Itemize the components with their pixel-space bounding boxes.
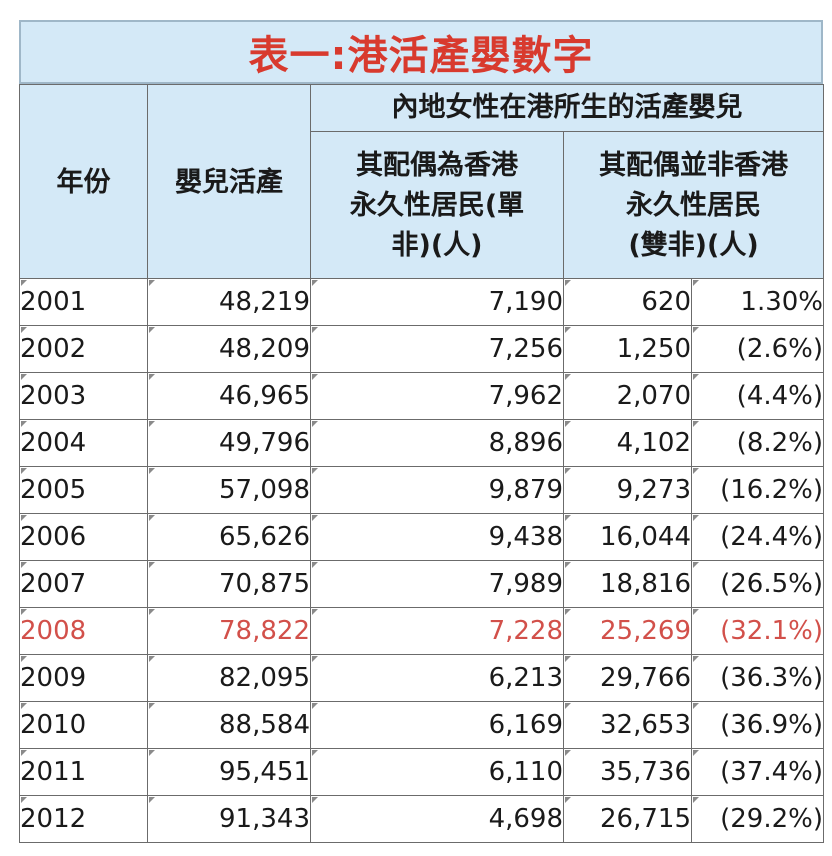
cell-spouse-pr-count: 6,169 (310, 701, 564, 749)
cell-spouse-non-pr-count: 4,102 (563, 419, 692, 467)
cell-percentage: (24.4%) (690, 513, 825, 561)
cell-spouse-non-pr-count: 32,653 (563, 701, 692, 749)
cell-percentage: (37.4%) (690, 748, 825, 796)
cell-spouse-non-pr-count: 2,070 (563, 372, 692, 420)
table-container: 表一:港活產嬰數字 年份 嬰兒活產 內地女性在港所生的活產嬰兒 其配偶為香港 永… (19, 20, 825, 852)
cell-percentage: (36.9%) (690, 701, 825, 749)
birth-statistics-table: 年份 嬰兒活產 內地女性在港所生的活產嬰兒 其配偶為香港 永久性居民(單 非)(… (19, 84, 825, 843)
cell-live-births: 91,343 (147, 795, 311, 843)
cell-spouse-non-pr-count: 620 (563, 278, 692, 326)
table-row: 2011 95,451 6,110 35,736 (37.4%) (19, 748, 825, 796)
table-row: 2007 70,875 7,989 18,816 (26.5%) (19, 560, 825, 608)
cell-year: 2004 (19, 419, 148, 467)
cell-percentage: (32.1%) (690, 607, 825, 655)
header-line: 永久性居民(單 (349, 190, 525, 221)
table-row: 2006 65,626 9,438 16,044 (24.4%) (19, 513, 825, 561)
table-body: 2001 48,219 7,190 620 1.30% 2002 48,209 7,256 1,… (19, 278, 825, 843)
cell-live-births: 46,965 (147, 372, 311, 420)
cell-spouse-pr-count: 6,213 (310, 654, 564, 702)
header-year: 年份 (19, 84, 148, 279)
table-row: 2003 46,965 7,962 2,070 (4.4%) (19, 372, 825, 420)
cell-year: 2007 (19, 560, 148, 608)
cell-year: 2009 (19, 654, 148, 702)
header-mainland-group: 內地女性在港所生的活產嬰兒 (309, 84, 825, 132)
table-row: 2005 57,098 9,879 9,273 (16.2%) (19, 466, 825, 514)
cell-percentage: (2.6%) (690, 325, 825, 373)
cell-percentage: (8.2%) (690, 419, 825, 467)
header-line: 其配偶為香港 (356, 150, 518, 181)
table-row: 2008 78,822 7,228 25,269 (32.1%) (19, 607, 825, 655)
table-row: 2002 48,209 7,256 1,250 (2.6%) (19, 325, 825, 373)
cell-live-births: 65,626 (147, 513, 311, 561)
table-row: 2009 82,095 6,213 29,766 (36.3%) (19, 654, 825, 702)
cell-live-births: 88,584 (147, 701, 311, 749)
cell-live-births: 48,219 (147, 278, 311, 326)
cell-live-births: 57,098 (147, 466, 311, 514)
cell-live-births: 95,451 (147, 748, 311, 796)
cell-live-births: 48,209 (147, 325, 311, 373)
table-row: 2010 88,584 6,169 32,653 (36.9%) (19, 701, 825, 749)
cell-percentage: (36.3%) (690, 654, 825, 702)
cell-year: 2002 (19, 325, 148, 373)
cell-spouse-non-pr-count: 1,250 (563, 325, 692, 373)
header-line: 其配偶並非香港 (599, 150, 788, 181)
cell-spouse-non-pr-count: 29,766 (563, 654, 692, 702)
cell-spouse-non-pr-count: 16,044 (563, 513, 692, 561)
cell-year: 2008 (19, 607, 148, 655)
cell-percentage: 1.30% (690, 278, 825, 326)
cell-year: 2010 (19, 701, 148, 749)
cell-year: 2001 (19, 278, 148, 326)
cell-spouse-pr-count: 9,438 (310, 513, 564, 561)
header-spouse-permanent-resident: 其配偶為香港 永久性居民(單 非)(人) (310, 131, 564, 279)
header-line: 永久性居民 (626, 190, 761, 221)
cell-live-births: 70,875 (147, 560, 311, 608)
table-row: 2001 48,219 7,190 620 1.30% (19, 278, 825, 326)
table-row: 2004 49,796 8,896 4,102 (8.2%) (19, 419, 825, 467)
cell-live-births: 82,095 (147, 654, 311, 702)
header-line: 非)(人) (391, 230, 483, 261)
cell-spouse-pr-count: 4,698 (310, 795, 564, 843)
cell-spouse-pr-count: 7,256 (310, 325, 564, 373)
cell-spouse-non-pr-count: 26,715 (563, 795, 692, 843)
cell-spouse-pr-count: 7,228 (310, 607, 564, 655)
header-spouse-non-permanent-resident: 其配偶並非香港 永久性居民 (雙非)(人) (562, 131, 825, 279)
cell-spouse-non-pr-count: 18,816 (563, 560, 692, 608)
cell-spouse-pr-count: 7,190 (310, 278, 564, 326)
cell-spouse-pr-count: 7,962 (310, 372, 564, 420)
cell-percentage: (4.4%) (690, 372, 825, 420)
cell-live-births: 49,796 (147, 419, 311, 467)
header-live-births: 嬰兒活產 (147, 84, 311, 279)
cell-year: 2011 (19, 748, 148, 796)
cell-year: 2005 (19, 466, 148, 514)
cell-year: 2003 (19, 372, 148, 420)
cell-spouse-pr-count: 9,879 (310, 466, 564, 514)
cell-spouse-non-pr-count: 9,273 (563, 466, 692, 514)
header-line: (雙非)(人) (628, 230, 759, 261)
cell-year: 2006 (19, 513, 148, 561)
cell-spouse-pr-count: 6,110 (310, 748, 564, 796)
table-row: 2012 91,343 4,698 26,715 (29.2%) (19, 795, 825, 843)
cell-percentage: (26.5%) (690, 560, 825, 608)
cell-spouse-pr-count: 7,989 (310, 560, 564, 608)
cell-percentage: (16.2%) (690, 466, 825, 514)
cell-year: 2012 (19, 795, 148, 843)
cell-percentage: (29.2%) (690, 795, 825, 843)
cell-spouse-pr-count: 8,896 (310, 419, 564, 467)
cell-live-births: 78,822 (147, 607, 311, 655)
cell-spouse-non-pr-count: 25,269 (563, 607, 692, 655)
table-title: 表一:港活產嬰數字 (19, 20, 823, 84)
cell-spouse-non-pr-count: 35,736 (563, 748, 692, 796)
